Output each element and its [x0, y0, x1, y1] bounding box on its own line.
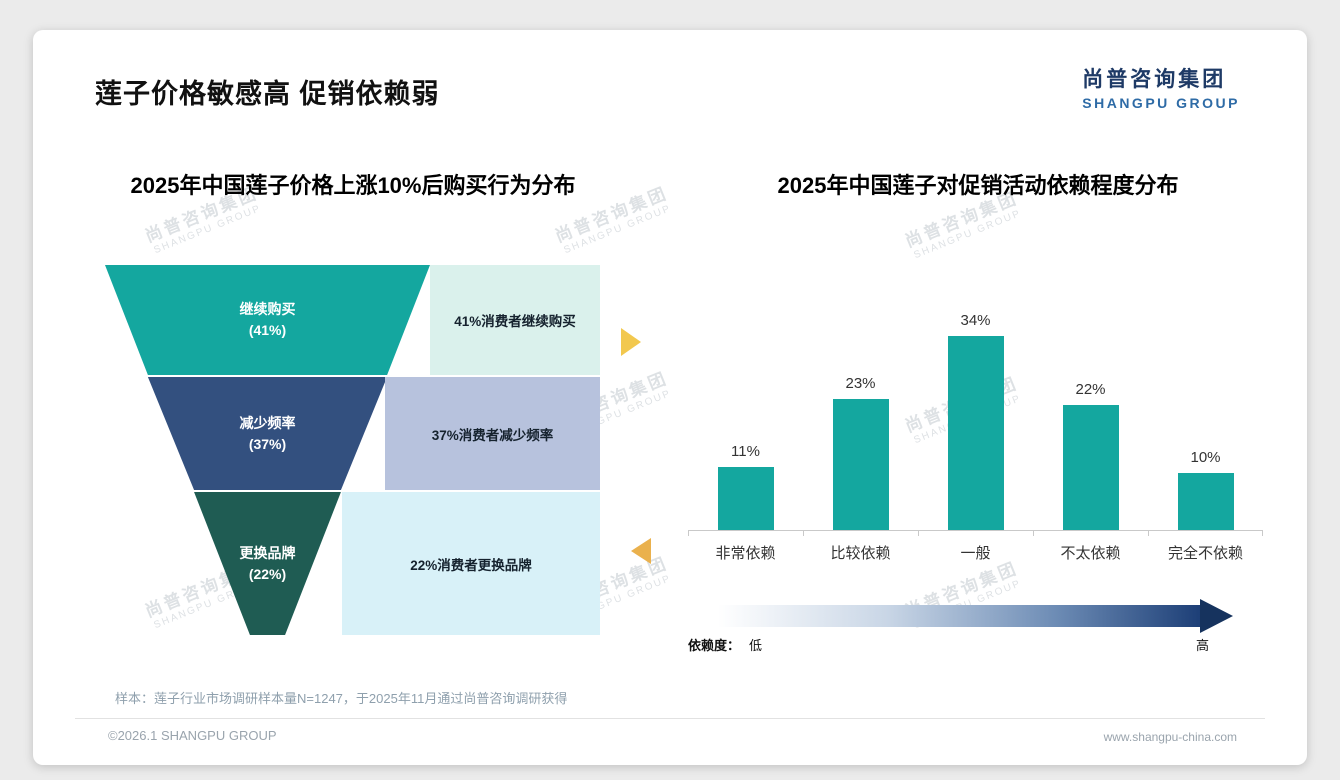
- footer-divider: [75, 718, 1265, 719]
- x-axis-label: 完全不依赖: [1167, 545, 1243, 562]
- funnel-desc-box: 22%消费者更换品牌: [342, 492, 600, 635]
- x-axis-label: 一般: [960, 545, 991, 562]
- funnel-chart: 继续购买 (41%) 减少频率 (37%) 更换品牌 (22%): [105, 265, 430, 637]
- x-axis-label: 不太依赖: [1060, 545, 1121, 562]
- bar: [1062, 405, 1119, 530]
- funnel-segment-value: (22%): [248, 565, 287, 582]
- funnel-segment-label: 减少频率: [239, 414, 296, 431]
- funnel-segment-continue: 继续购买 (41%): [105, 265, 430, 375]
- funnel-desc-text: 41%消费者继续购买: [454, 314, 576, 329]
- bar: [832, 399, 889, 530]
- company-logo: 尚普咨询集团 SHANGPU GROUP: [1082, 63, 1240, 111]
- bar-group: 34%: [918, 300, 1033, 530]
- legend-title: 依赖度：: [688, 638, 741, 653]
- gradient-arrow: [718, 605, 1200, 627]
- bar-chart-title: 2025年中国莲子对促销活动依赖程度分布: [777, 173, 1179, 198]
- bar: [1177, 473, 1234, 530]
- arrow-left-icon: [631, 538, 651, 564]
- x-axis-labels: 非常依赖 比较依赖 一般 不太依赖 完全不依赖: [688, 542, 1263, 563]
- funnel-segment-value: (41%): [248, 322, 287, 338]
- x-axis-label: 非常依赖: [715, 545, 776, 562]
- page-title: 莲子价格敏感高 促销依赖弱: [95, 79, 440, 109]
- bar-group: 22%: [1033, 300, 1148, 530]
- bar-group: 23%: [803, 300, 918, 530]
- sample-note: 样本：莲子行业市场调研样本量N=1247，于2025年11月通过尚普咨询调研获得: [115, 691, 568, 706]
- bar: [717, 467, 774, 530]
- bar-value-label: 23%: [845, 375, 876, 392]
- website-url: www.shangpu-china.com: [1103, 730, 1237, 744]
- bar-plot-area: 11% 23% 34% 22% 10%: [688, 300, 1263, 530]
- bar-value-label: 11%: [731, 443, 760, 460]
- bar-value-label: 22%: [1075, 381, 1106, 398]
- slide-card: 尚普咨询集团 SHANGPU GROUP 尚普咨询集团 SHANGPU GROUP …: [33, 30, 1307, 765]
- funnel-desc-box: 41%消费者继续购买: [430, 265, 600, 375]
- bar-value-label: 34%: [960, 312, 991, 329]
- x-axis-label: 比较依赖: [830, 545, 891, 562]
- x-axis-line: [688, 530, 1263, 536]
- bar-group: 11%: [688, 300, 803, 530]
- logo-english-name: SHANGPU GROUP: [1082, 95, 1240, 111]
- funnel-desc-box: 37%消费者减少频率: [385, 377, 600, 490]
- legend-high: 高: [1196, 638, 1210, 653]
- gradient-arrow-head-icon: [1200, 599, 1233, 633]
- funnel-segment-label: 继续购买: [239, 301, 296, 317]
- funnel-chart-title: 2025年中国莲子价格上涨10%后购买行为分布: [130, 173, 576, 198]
- arrow-right-icon: [621, 328, 641, 356]
- funnel-desc-text: 22%消费者更换品牌: [410, 557, 532, 573]
- copyright-text: ©2026.1 SHANGPU GROUP: [108, 728, 277, 743]
- funnel-segment-label: 更换品牌: [239, 544, 296, 561]
- bar-value-label: 10%: [1190, 449, 1221, 466]
- funnel-segment-value: (37%): [248, 435, 287, 452]
- bar-group: 10%: [1148, 300, 1263, 530]
- funnel-desc-text: 37%消费者减少频率: [431, 427, 554, 443]
- funnel-segment-reduce: 减少频率 (37%): [147, 377, 388, 490]
- logo-chinese-name: 尚普咨询集团: [1082, 68, 1227, 91]
- bar: [947, 336, 1004, 530]
- legend-low: 低: [749, 638, 763, 653]
